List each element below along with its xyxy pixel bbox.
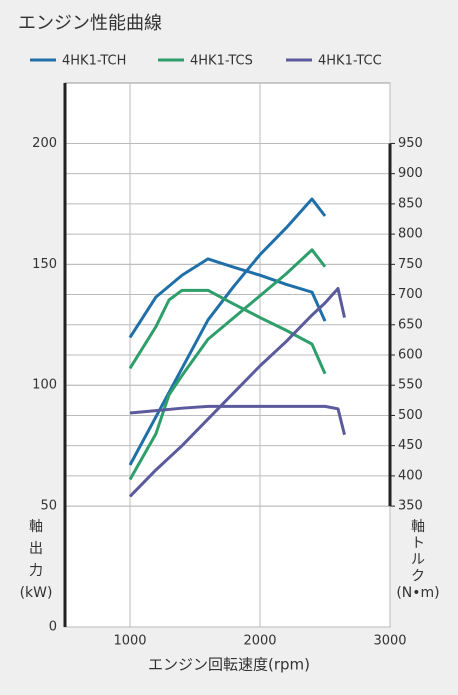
y2-tick-label: 650	[398, 317, 423, 332]
y2-tick-label: 350	[398, 499, 423, 514]
y2-tick-label: 700	[398, 287, 423, 302]
y2-axis-title: 軸	[411, 519, 425, 535]
y-tick-label: 200	[32, 136, 57, 151]
y-tick-label: 50	[40, 499, 57, 514]
y2-axis-title: ト	[411, 536, 425, 552]
y2-tick-label: 600	[398, 348, 423, 363]
legend-label: 4HK1-TCS	[190, 54, 253, 69]
x-tick-label: 1000	[113, 634, 146, 649]
x-axis-title: エンジン回転速度(rpm)	[148, 656, 310, 674]
y-tick-label: 0	[49, 620, 57, 635]
torque-line	[128, 288, 327, 375]
x-tick-label: 3000	[373, 634, 406, 649]
chart-title: エンジン性能曲線	[18, 13, 162, 34]
x-tick-label: 2000	[243, 634, 276, 649]
y-tick-label: 100	[32, 378, 57, 393]
power-line	[128, 287, 346, 498]
y-axis-title: 出	[29, 541, 43, 557]
torque-line	[128, 257, 327, 339]
y2-tick-label: 500	[398, 408, 423, 423]
y2-tick-label: 550	[398, 378, 423, 393]
y2-tick-label: 800	[398, 227, 423, 242]
y-tick-label: 150	[32, 257, 57, 272]
power-line	[128, 248, 327, 481]
y-axis-title: (kW)	[20, 585, 53, 601]
y2-tick-label: 950	[398, 136, 423, 151]
y-axis-title: 力	[29, 563, 43, 579]
legend-label: 4HK1-TCC	[318, 54, 382, 69]
y2-axis-title: ク	[411, 569, 425, 585]
y2-tick-label: 850	[398, 196, 423, 211]
y2-tick-label: 450	[398, 438, 423, 453]
y2-tick-label: 400	[398, 468, 423, 483]
y2-tick-label: 750	[398, 257, 423, 272]
y2-axis-title: (N•m)	[396, 585, 439, 601]
y-axis-title: 軸	[29, 519, 43, 535]
torque-line	[129, 404, 346, 436]
y2-tick-label: 900	[398, 166, 423, 181]
power-line	[128, 197, 327, 466]
legend-label: 4HK1-TCH	[62, 54, 126, 69]
y2-axis-title: ル	[411, 552, 425, 568]
